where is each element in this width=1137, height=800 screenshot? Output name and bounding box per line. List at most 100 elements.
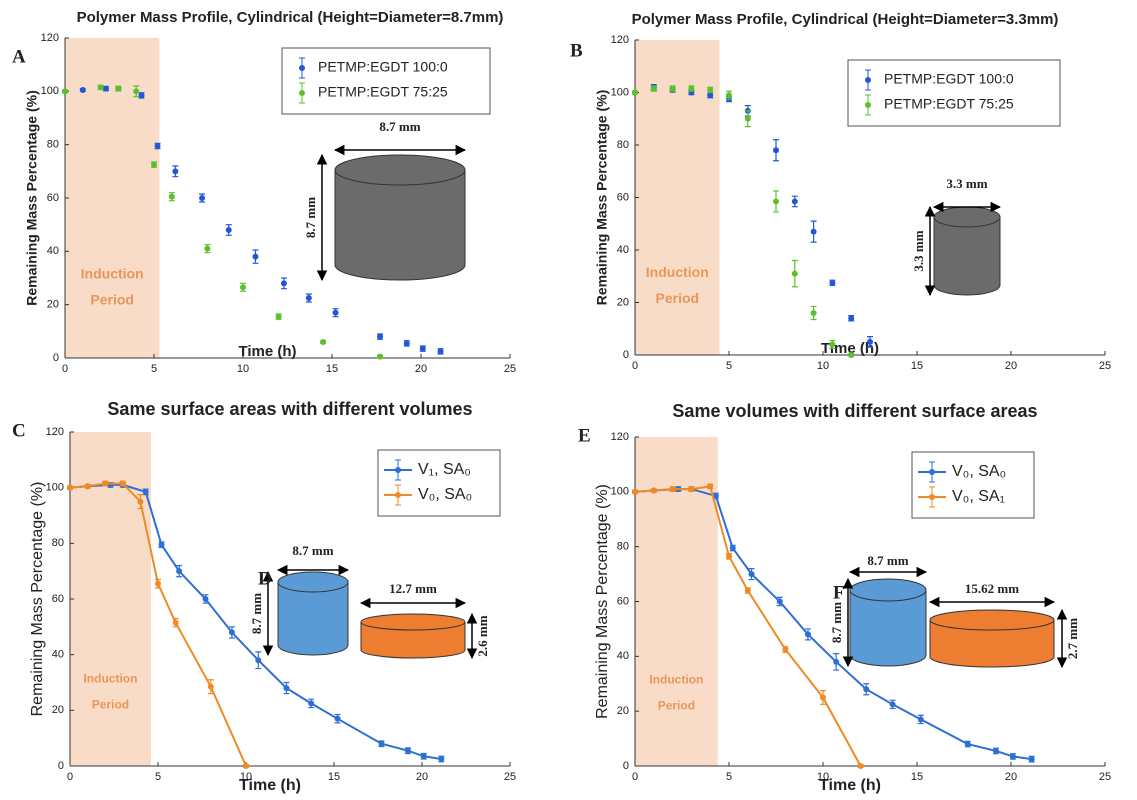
data-point [168,193,175,200]
y-tick-label: 20 [617,705,629,717]
data-point [419,345,426,352]
data-point [810,228,817,235]
y-tick-label: 120 [611,34,629,46]
legend-entry: V₀, SA₀ [952,463,1006,480]
data-point [320,339,327,345]
legend-entry: PETMP:EGDT 100:0 [318,59,448,75]
height-label: 2.7 mm [1065,618,1080,659]
data-point [176,568,183,575]
legend-entry: PETMP:EGDT 75:25 [884,96,1014,112]
data-point [137,498,144,505]
data-point [773,147,779,154]
y-tick-label: 20 [52,704,64,716]
data-point [669,486,676,493]
data-point [97,84,104,91]
data-point [889,701,896,708]
y-tick-label: 0 [623,760,629,772]
width-label: 12.7 mm [389,581,437,596]
data-point [332,309,339,316]
data-point [688,486,695,493]
width-label: 15.62 mm [965,581,1019,596]
data-point [305,295,312,301]
x-tick-label: 5 [726,771,732,783]
legend-marker [395,492,401,498]
data-point [782,646,789,653]
data-point [1028,756,1035,763]
y-tick-label: 60 [617,595,629,607]
x-tick-label: 10 [817,771,829,783]
legend-marker [865,102,871,108]
y-tick-label: 40 [617,650,629,662]
panel-letter: C [12,420,26,441]
cylinder-body [334,169,466,281]
cylinder-body [929,619,1055,668]
data-point [650,85,657,92]
x-tick-label: 20 [416,771,428,783]
x-tick-label: 10 [817,360,829,372]
shade-label: Induction [649,673,703,687]
x-tick-label: 15 [911,360,923,372]
x-tick-label: 20 [1005,360,1017,372]
data-point [748,571,755,578]
legend-entry: V₀, SA₁ [952,488,1005,505]
data-point [142,488,149,495]
data-point [438,756,445,763]
data-point [744,587,751,594]
y-tick-label: 120 [46,426,64,438]
y-tick-label: 120 [41,32,59,44]
width-label: 8.7 mm [292,543,333,558]
x-tick-label: 20 [1005,771,1017,783]
y-axis-label: Remaining Mass Percentage (%) [24,90,40,306]
data-point [207,683,214,690]
inset-letter: F [833,582,845,603]
y-tick-label: 20 [47,299,59,311]
panel-letter: A [12,46,26,67]
data-point [377,353,384,360]
data-point [829,279,836,286]
height-label: 3.3 mm [911,230,926,271]
cylinder-body [933,216,1001,296]
x-tick-label: 25 [1099,360,1111,372]
width-label: 8.7 mm [379,119,420,134]
data-point [172,168,179,175]
data-point [115,85,122,92]
data-point [833,658,840,665]
y-tick-label: 60 [47,192,59,204]
data-point [810,310,817,316]
data-point [102,480,109,487]
cylinder-top [360,613,466,631]
inset-letter: D [258,568,272,589]
data-point [744,115,751,122]
data-point [119,480,126,487]
y-axis-label: Remaining Mass Percentage (%) [594,90,610,306]
y-tick-label: 40 [52,649,64,661]
data-point [255,657,262,664]
data-point [857,763,864,769]
legend-entry: PETMP:EGDT 100:0 [884,71,1014,87]
panel-letter: B [570,40,583,61]
cylinder-top [277,571,349,593]
data-point [240,284,246,291]
data-point [848,315,855,322]
legend-marker [299,90,305,96]
data-point [67,484,73,491]
data-point [992,747,999,754]
cylinder-top [929,609,1055,631]
data-point [334,715,341,722]
data-point [707,483,714,490]
x-axis-label: Time (h) [821,340,879,357]
legend-box [281,47,491,115]
data-point [283,685,290,692]
data-point [650,487,657,494]
data-point [867,338,873,345]
data-point [84,483,91,490]
x-tick-label: 10 [237,363,249,375]
legend-marker [929,494,935,500]
height-label: 8.7 mm [303,197,318,238]
data-point [204,245,211,252]
data-point [437,348,444,355]
data-point [863,686,870,693]
cylinder-body [277,581,349,656]
width-label: 3.3 mm [946,176,987,191]
x-tick-label: 5 [151,363,157,375]
